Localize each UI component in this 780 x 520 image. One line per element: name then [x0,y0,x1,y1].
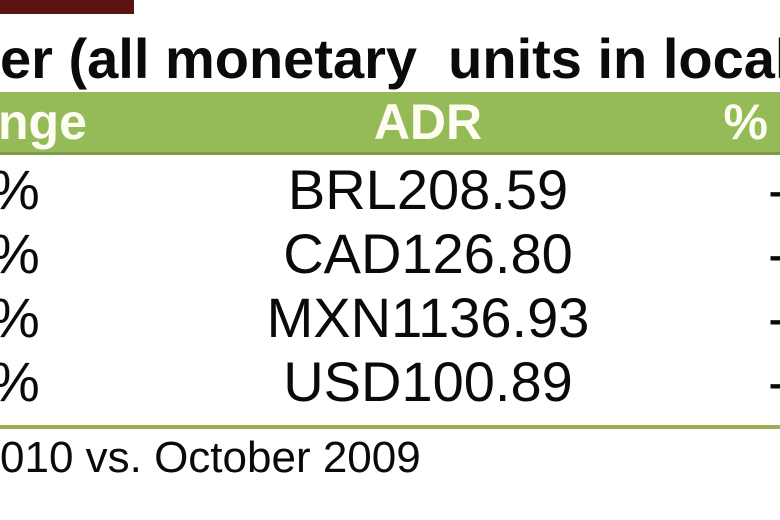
table-title: er (all monetary units in local [0,30,780,90]
cell-percent: - [768,350,780,414]
cell-percent: - [768,286,780,350]
cell-percent: - [768,158,780,222]
cropped-red-element [0,0,134,14]
cell-adr: BRL208.59 [287,158,569,221]
footnote: 010 vs. October 2009 [0,434,421,482]
cell-adr: MXN1136.93 [266,286,590,349]
table-row: % MXN1136.93 - [0,286,780,350]
cell-change: % [0,222,40,286]
header-cell-adr: ADR [373,94,483,150]
cell-adr: CAD126.80 [283,222,573,285]
table-bottom-border [0,425,780,429]
header-cell-percent: % [723,94,768,150]
cell-change: % [0,286,40,350]
table-body: % BRL208.59 - % CAD126.80 - % MXN1136.93… [0,158,780,414]
table-row: % USD100.89 - [0,350,780,414]
cell-change: % [0,158,40,222]
table-row: % BRL208.59 - [0,158,780,222]
table-header-row: nge ADR % [0,92,780,155]
table-row: % CAD126.80 - [0,222,780,286]
cell-change: % [0,350,40,414]
cell-percent: - [768,222,780,286]
header-cell-change: nge [0,94,87,150]
cell-adr: USD100.89 [283,350,573,413]
